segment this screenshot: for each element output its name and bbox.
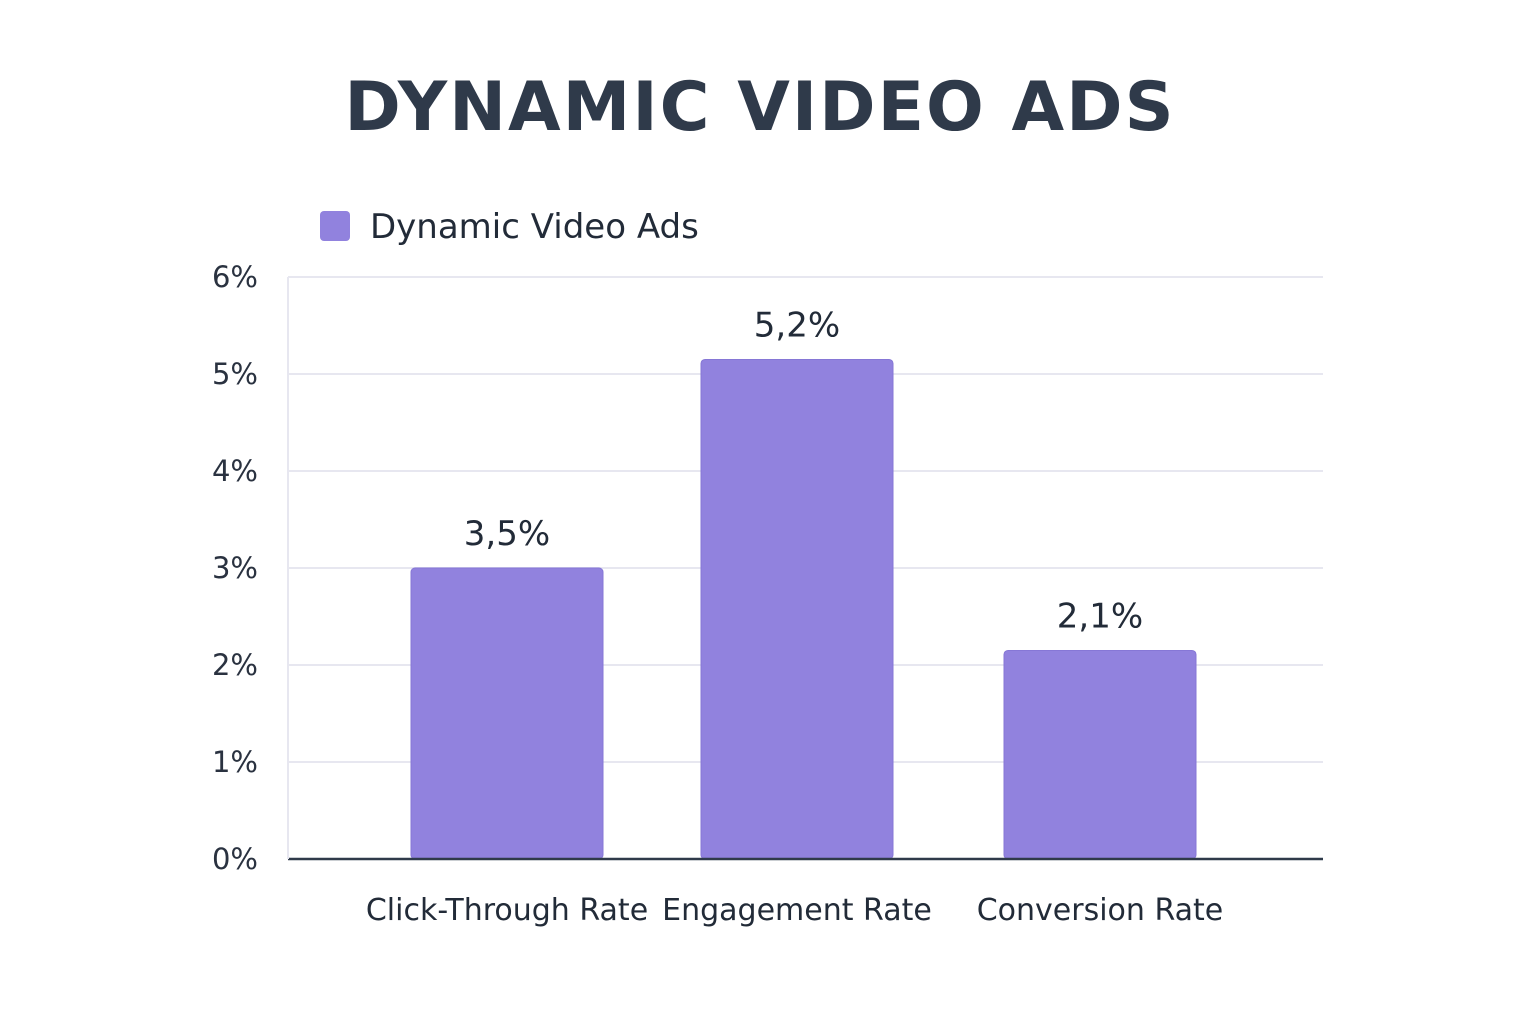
y-tick-label: 0% [212, 842, 258, 876]
y-axis-ticks: 0% 1% 2% 3% 4% 5% 6% [212, 260, 258, 876]
y-tick-label: 5% [212, 357, 258, 391]
y-tick-label: 2% [212, 648, 258, 682]
x-category-label: Engagement Rate [662, 893, 932, 928]
bar [700, 358, 894, 860]
legend-label: Dynamic Video Ads [370, 207, 699, 247]
bar-value-label: 2,1% [1057, 596, 1143, 636]
y-tick-label: 1% [212, 745, 258, 779]
x-category-label: Conversion Rate [977, 893, 1224, 928]
x-category-label: Click-Through Rate [366, 893, 648, 928]
bars [410, 358, 1197, 860]
bar [410, 567, 604, 860]
bar [1003, 649, 1197, 860]
bar-value-label: 5,2% [754, 305, 840, 345]
chart-title: DYNAMIC VIDEO ADS [344, 68, 1175, 147]
y-tick-label: 4% [212, 454, 258, 488]
data-labels: 3,5% 5,2% 2,1% [464, 305, 1143, 636]
y-tick-label: 3% [212, 551, 258, 585]
x-axis-categories: Click-Through Rate Engagement Rate Convers… [366, 893, 1223, 928]
y-tick-label: 6% [212, 260, 258, 294]
bar-value-label: 3,5% [464, 514, 550, 554]
legend: Dynamic Video Ads [320, 207, 699, 247]
legend-swatch [320, 211, 350, 241]
